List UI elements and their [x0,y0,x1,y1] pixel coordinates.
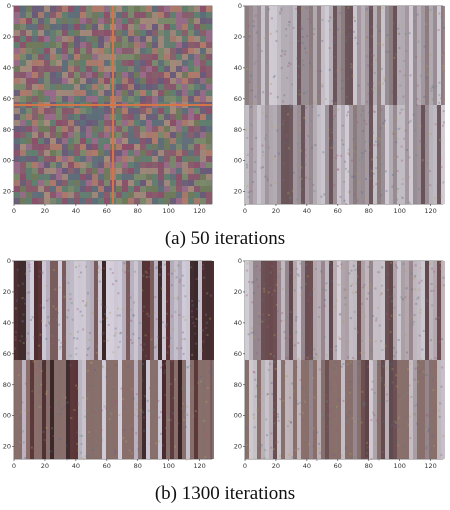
image-pixels [14,261,214,461]
y-tick-label: 120 [233,443,242,451]
x-tick-label: 40 [303,462,311,470]
x-tick-label: 100 [393,462,405,470]
y-tick-label: 60 [3,95,11,103]
x-tick-label: 40 [303,207,311,215]
image-pixels [245,6,445,205]
x-tick-label: 0 [243,207,247,215]
x-tick-label: 80 [134,207,142,215]
x-tick-label: 120 [193,462,205,470]
y-tick-label: 20 [234,288,242,296]
y-tick-label: 0 [238,2,242,10]
y-tick-label: 40 [234,64,242,72]
y-tick-label: 40 [234,319,242,327]
y-tick-label: 60 [234,350,242,358]
y-tick-label: 100 [233,157,242,165]
x-tick-label: 20 [272,207,280,215]
x-tick-label: 120 [424,462,436,470]
y-tick-label: 100 [2,157,11,165]
x-tick-label: 60 [103,207,111,215]
x-tick-label: 120 [424,207,436,215]
y-tick-label: 20 [3,288,11,296]
image-plot: 0 20 40 60 80 100 120 0 20 40 60 80 100 120 [233,2,445,215]
y-tick-label: 120 [2,443,11,451]
image-plot: 0 20 40 60 80 100 120 0 20 40 60 80 100 120 [233,257,445,470]
caption-b: (b) 1300 iterations [154,483,296,504]
y-tick-label: 0 [7,2,11,10]
image-plot: 0 20 40 60 80 100 120 0 20 40 60 80 100 120 [2,257,214,470]
y-tick-label: 40 [3,319,11,327]
x-tick-label: 20 [41,207,49,215]
x-tick-label: 20 [272,462,280,470]
x-tick-label: 100 [162,207,174,215]
y-tick-label: 60 [234,95,242,103]
panel-a-right: 0 20 40 60 80 100 120 0 20 40 60 80 100 120 [233,2,448,220]
panel-b-right: 0 20 40 60 80 100 120 0 20 40 60 80 100 120 [233,257,448,475]
image-pixels [14,6,212,204]
y-tick-label: 80 [234,381,242,389]
x-tick-label: 100 [162,462,174,470]
image-pixels [245,261,445,461]
x-tick-label: 120 [193,207,205,215]
y-tick-label: 80 [234,126,242,134]
y-tick-label: 80 [3,126,11,134]
image-plot: 0 20 40 60 80 100 120 0 20 40 60 80 100 120 [2,2,213,215]
y-tick-label: 80 [3,381,11,389]
x-tick-label: 60 [334,207,342,215]
y-tick-label: 40 [3,64,11,72]
y-tick-label: 20 [234,33,242,41]
x-tick-label: 60 [103,462,111,470]
x-tick-label: 40 [72,207,80,215]
x-tick-label: 40 [72,462,80,470]
y-tick-label: 120 [233,188,242,196]
x-tick-label: 80 [134,462,142,470]
y-tick-label: 120 [2,188,11,196]
y-tick-label: 60 [3,350,11,358]
panel-b-left: 0 20 40 60 80 100 120 0 20 40 60 80 100 120 [2,257,217,475]
y-tick-label: 0 [238,257,242,265]
x-tick-label: 80 [365,207,373,215]
caption-a: (a) 50 iterations [164,228,286,249]
y-tick-label: 100 [233,412,242,420]
x-tick-label: 60 [334,462,342,470]
y-tick-label: 0 [7,257,11,265]
x-tick-label: 100 [393,207,405,215]
x-tick-label: 80 [365,462,373,470]
y-tick-label: 100 [2,412,11,420]
x-tick-label: 20 [41,462,49,470]
x-tick-label: 0 [243,462,247,470]
y-tick-label: 20 [3,33,11,41]
x-tick-label: 0 [12,207,16,215]
x-tick-label: 0 [12,462,16,470]
panel-a-left: 0 20 40 60 80 100 120 0 20 40 60 80 100 120 [2,2,217,220]
